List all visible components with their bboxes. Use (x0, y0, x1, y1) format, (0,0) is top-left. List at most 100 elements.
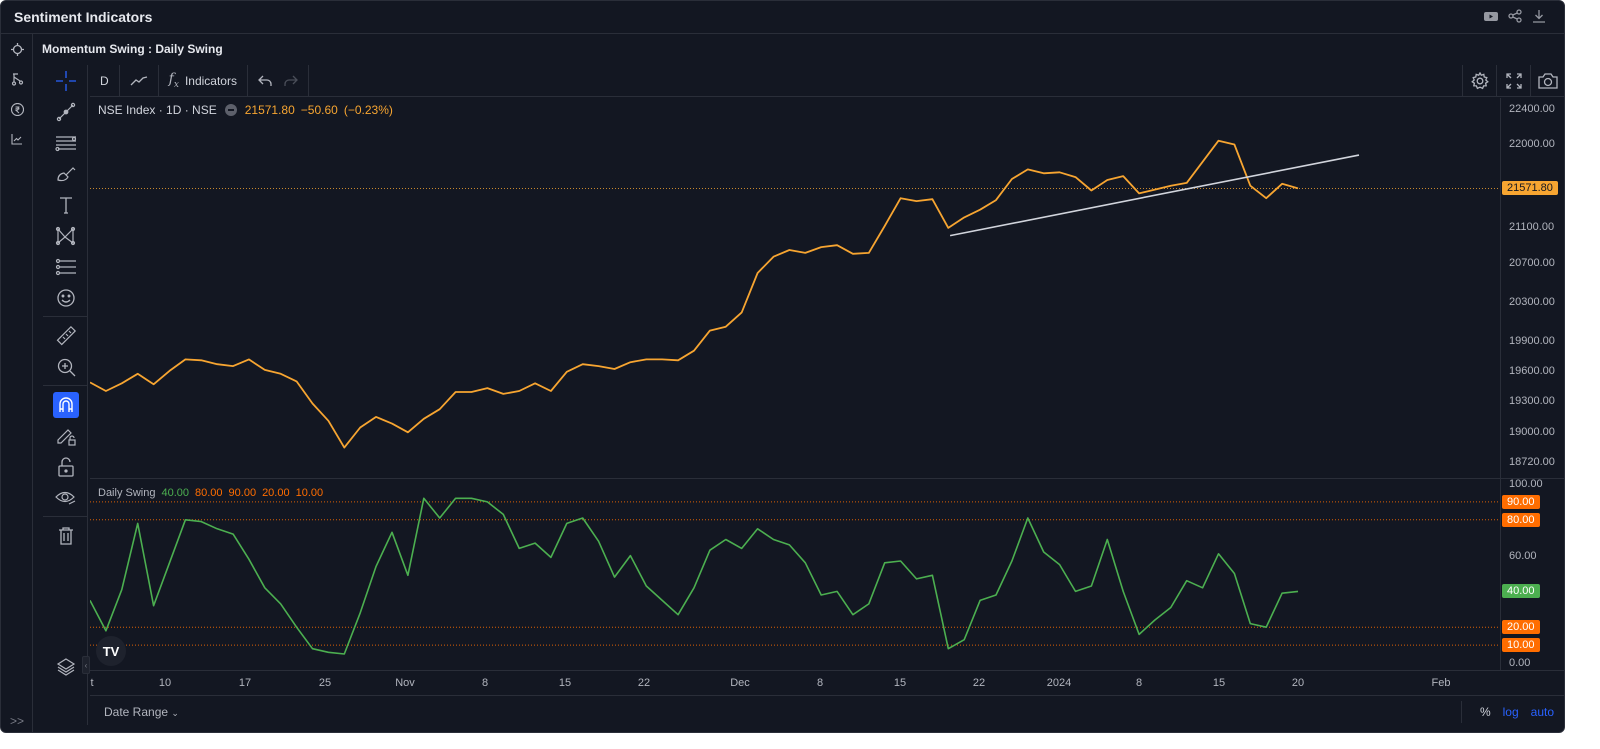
indicator-axis-label: 60.00 (1509, 550, 1537, 562)
outer-sidebar: >> (1, 34, 33, 732)
undo-icon[interactable] (258, 75, 272, 87)
zoom-in-tool[interactable] (43, 351, 88, 382)
text-tool[interactable] (43, 189, 88, 220)
last-price: 21571.80 (244, 103, 295, 117)
drawing-toolbar (43, 65, 88, 725)
price-axis-label: 20700.00 (1509, 257, 1555, 269)
price-axis-label: 19600.00 (1509, 365, 1555, 377)
price-change-pct: (−0.23%) (343, 103, 393, 117)
indicator-level-badge: 90.00 (1502, 494, 1540, 509)
hide-series-icon[interactable] (224, 104, 237, 116)
indicators-button[interactable]: fx Indicators (159, 64, 248, 97)
toolbar-divider (43, 516, 87, 517)
indicator-level-badge: 20.00 (1502, 620, 1540, 635)
collapse-toolbar-handle[interactable]: ‹ (82, 656, 90, 674)
fx-icon: fx (168, 71, 179, 90)
ruler-tool[interactable] (43, 320, 88, 351)
time-axis-label: Dec (730, 677, 750, 689)
time-axis-label: 2024 (1046, 677, 1072, 689)
price-axis-label: 18720.00 (1509, 456, 1555, 468)
pattern-tool[interactable] (43, 220, 88, 251)
branch-icon[interactable] (1, 64, 33, 94)
auto-scale-toggle[interactable]: auto (1530, 704, 1554, 719)
indicator-level-badge: 10.00 (1502, 638, 1540, 653)
time-axis-label: 8 (481, 677, 489, 689)
time-axis-label: 22 (972, 677, 986, 689)
log-scale-toggle[interactable]: log (1502, 704, 1519, 719)
indicator-axis-label: 100.00 (1509, 478, 1543, 490)
last-price-badge: 21571.80 (1502, 181, 1558, 196)
line-chart-icon[interactable] (1, 124, 33, 154)
fib-tool[interactable] (43, 127, 88, 158)
chart-subtitle: Momentum Swing : Daily Swing (42, 41, 223, 56)
emoji-tool[interactable] (43, 282, 88, 313)
price-axis[interactable]: 22400.00 22000.00 21100.00 20700.00 20300.00… (1500, 98, 1564, 670)
download-icon[interactable] (1532, 9, 1546, 23)
prediction-tool[interactable] (43, 251, 88, 282)
price-axis-label: 19300.00 (1509, 395, 1555, 407)
price-axis-label: 19000.00 (1509, 426, 1555, 438)
expand-sidebar-button[interactable]: >> (9, 714, 24, 728)
time-axis-label: 15 (1212, 677, 1226, 689)
chart-type-button[interactable] (120, 64, 159, 97)
trendline-drawing[interactable] (949, 154, 1360, 237)
redo-icon[interactable] (284, 75, 298, 87)
line-style-icon (130, 75, 147, 85)
interval-button[interactable]: D (90, 64, 120, 97)
lock-drawing-tool[interactable] (43, 420, 88, 451)
youtube-icon[interactable] (1484, 11, 1498, 22)
time-axis-label: 17 (238, 677, 252, 689)
indicator-value: 80.00 (195, 487, 223, 499)
title-bar: Sentiment Indicators (1, 1, 1564, 34)
fullscreen-icon (1505, 73, 1522, 89)
indicator-value: 10.00 (295, 487, 324, 499)
brush-tool[interactable] (43, 158, 88, 189)
symbol-label[interactable]: NSE Index · 1D · NSE (98, 103, 217, 117)
indicator-value: 40.00 (161, 487, 189, 499)
pane-separator[interactable] (90, 478, 1564, 479)
time-axis-label: 15 (893, 677, 907, 689)
time-axis-label: 25 (318, 677, 332, 689)
price-axis-label: 22400.00 (1509, 103, 1555, 115)
daily-swing-line (90, 497, 1299, 655)
layers-tool[interactable] (43, 651, 88, 682)
lock-tool[interactable] (43, 451, 88, 482)
indicator-level-badge: 80.00 (1502, 512, 1540, 527)
price-line (90, 139, 1299, 449)
screenshot-button[interactable] (1530, 65, 1564, 97)
time-axis-label: t (90, 677, 94, 689)
time-axis-label: 15 (558, 677, 572, 689)
date-range-button[interactable]: Date Range ⌄ (104, 704, 179, 719)
crosshair-tool[interactable] (43, 65, 88, 96)
chevron-down-icon: ⌄ (171, 707, 179, 718)
hide-tool[interactable] (43, 482, 88, 513)
crosshair-target-icon[interactable] (1, 34, 33, 64)
camera-icon (1537, 73, 1558, 89)
time-axis-label: Nov (395, 677, 415, 689)
rupee-icon[interactable] (1, 94, 33, 124)
price-axis-label: 21100.00 (1509, 221, 1555, 233)
chart-canvas[interactable] (90, 98, 1500, 670)
chart-window: Sentiment Indicators >> Momentum Swi (0, 0, 1565, 733)
percent-scale-toggle[interactable]: % (1479, 704, 1491, 719)
settings-button[interactable] (1462, 65, 1496, 97)
indicator-value: 20.00 (262, 487, 290, 499)
time-axis[interactable]: t 10 17 25 Nov 8 15 22 Dec 8 15 22 2024 8 15 20 Feb (90, 670, 1564, 694)
fullscreen-button[interactable] (1496, 65, 1530, 97)
bottom-bar: Date Range ⌄ % log auto (90, 695, 1564, 727)
indicator-name[interactable]: Daily Swing (98, 487, 156, 499)
time-axis-label: 8 (816, 677, 824, 689)
undo-redo-group (248, 64, 309, 97)
price-axis-label: 20300.00 (1509, 296, 1555, 308)
indicator-value: 90.00 (228, 487, 257, 499)
settings-icon (1470, 72, 1489, 90)
trendline-tool[interactable] (43, 96, 88, 127)
share-icon[interactable] (1508, 9, 1522, 23)
magnet-tool[interactable] (43, 389, 88, 420)
time-axis-label: 22 (637, 677, 651, 689)
trash-tool[interactable] (43, 520, 88, 551)
price-axis-label: 19900.00 (1509, 335, 1555, 347)
tradingview-logo[interactable]: TV (96, 636, 126, 666)
time-axis-label: 20 (1291, 677, 1305, 689)
indicator-legend: Daily Swing 40.00 80.00 90.00 20.00 10.0… (98, 487, 323, 499)
